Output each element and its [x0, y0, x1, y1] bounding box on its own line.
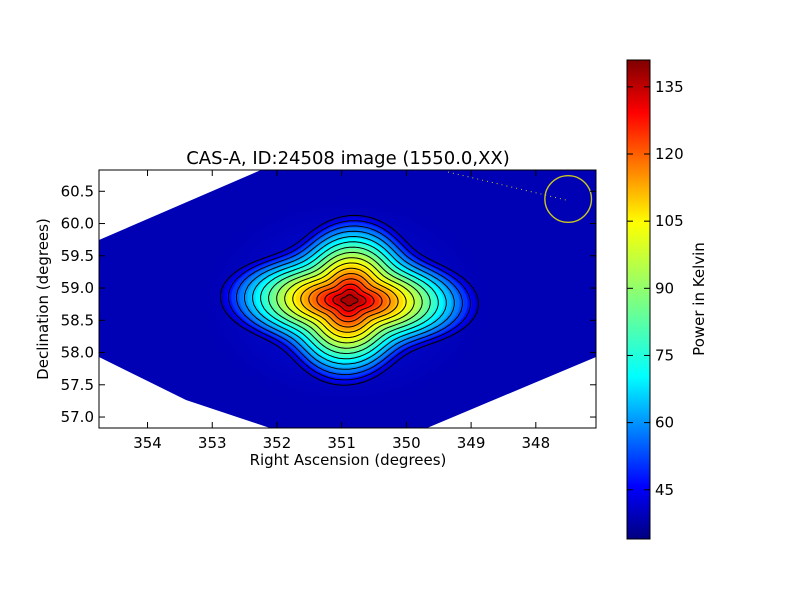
- contour-line: [227, 220, 471, 381]
- y-tick-label: 59.0: [61, 279, 94, 297]
- x-tick-label: 354: [133, 434, 162, 452]
- contour-line: [284, 257, 415, 344]
- colorbar-tick-label: 105: [655, 212, 684, 230]
- contour-line: [276, 251, 423, 349]
- contour-lines: [219, 214, 479, 386]
- x-tick-label: 353: [198, 434, 227, 452]
- contour-line: [292, 262, 407, 339]
- beam-dotted-line: [447, 171, 567, 201]
- plot-frame: [98, 169, 597, 429]
- plot-area: [99, 170, 596, 428]
- colorbar: [626, 59, 651, 540]
- contour-line: [219, 214, 479, 386]
- x-tick-label: 349: [457, 434, 486, 452]
- contour-line: [243, 230, 455, 370]
- colorbar-tick-label: 75: [655, 346, 674, 364]
- colorbar-tick-label: 120: [655, 145, 684, 163]
- colorbar-ticks: 45 60 75 90 105 120 135: [627, 78, 684, 499]
- x-axis-label: Right Ascension (degrees): [250, 451, 447, 469]
- contour-line: [324, 283, 375, 317]
- colorbar-tick-label: 135: [655, 78, 684, 96]
- contour-line: [308, 273, 391, 328]
- contour-line: [332, 288, 367, 312]
- y-tick-label: 60.5: [61, 182, 94, 200]
- contour-line: [300, 267, 399, 333]
- x-axis-ticks: 354 353 352 351 350 349 348: [133, 170, 550, 452]
- contour-line: [252, 235, 447, 365]
- contour-line: [268, 246, 431, 355]
- x-tick-label: 350: [392, 434, 421, 452]
- colorbar-tick-label: 60: [655, 414, 674, 432]
- contour-line: [260, 241, 439, 360]
- y-axis-ticks: 57.0 57.5 58.0 58.5 59.0 59.5 60.0 60.5: [61, 182, 596, 426]
- x-tick-label: 348: [521, 434, 550, 452]
- colorbar-tick-label: 90: [655, 279, 674, 297]
- contour-line: [235, 225, 463, 376]
- beam-circle-marker: [544, 175, 593, 224]
- colorbar-tick-label: 45: [655, 481, 674, 499]
- y-axis-label: Declination (degrees): [34, 218, 52, 380]
- y-tick-label: 57.0: [61, 408, 94, 426]
- y-tick-label: 58.5: [61, 311, 94, 329]
- colorbar-label: Power in Kelvin: [690, 242, 708, 356]
- contour-line: [340, 294, 359, 307]
- chart-title: CAS-A, ID:24508 image (1550.0,XX): [186, 148, 510, 169]
- x-tick-label: 352: [263, 434, 292, 452]
- y-tick-label: 58.0: [61, 344, 94, 362]
- x-tick-label: 351: [327, 434, 356, 452]
- y-tick-label: 57.5: [61, 376, 94, 394]
- y-tick-label: 59.5: [61, 247, 94, 265]
- contour-line: [316, 278, 383, 323]
- y-tick-label: 60.0: [61, 215, 94, 233]
